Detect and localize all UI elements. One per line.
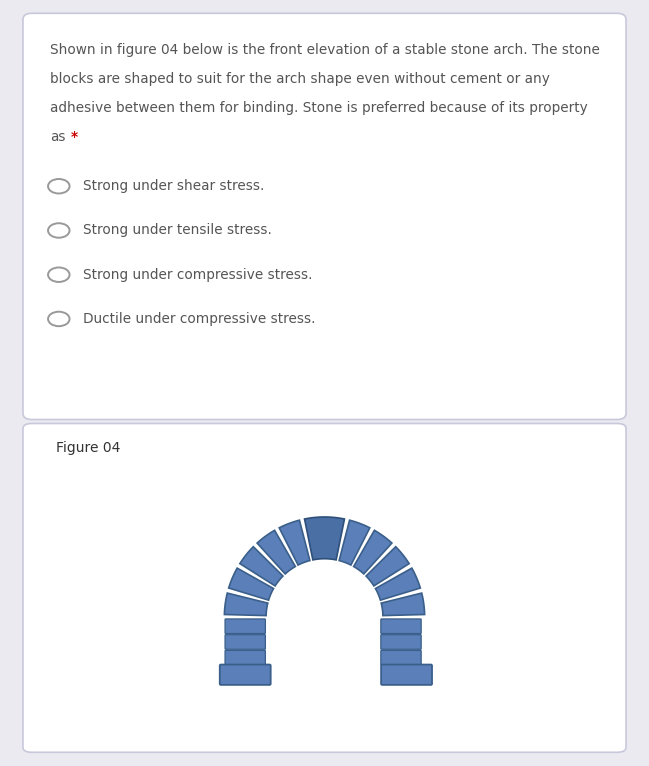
Text: blocks are shaped to suit for the arch shape even without cement or any: blocks are shaped to suit for the arch s… xyxy=(50,73,550,87)
Text: *: * xyxy=(71,130,78,144)
FancyBboxPatch shape xyxy=(381,635,421,650)
Text: Strong under shear stress.: Strong under shear stress. xyxy=(82,179,264,193)
Polygon shape xyxy=(228,568,274,600)
Text: adhesive between them for binding. Stone is preferred because of its property: adhesive between them for binding. Stone… xyxy=(50,101,587,116)
Polygon shape xyxy=(375,568,421,600)
Polygon shape xyxy=(366,547,409,586)
Polygon shape xyxy=(304,517,345,560)
FancyBboxPatch shape xyxy=(23,13,626,420)
Polygon shape xyxy=(339,520,370,565)
Text: Strong under tensile stress.: Strong under tensile stress. xyxy=(82,224,271,237)
Polygon shape xyxy=(240,547,283,586)
Polygon shape xyxy=(257,530,295,574)
Text: as: as xyxy=(50,130,66,144)
Circle shape xyxy=(48,179,69,194)
Text: Figure 04: Figure 04 xyxy=(56,441,120,456)
FancyBboxPatch shape xyxy=(225,635,265,650)
Circle shape xyxy=(48,223,69,237)
FancyBboxPatch shape xyxy=(225,619,265,633)
FancyBboxPatch shape xyxy=(220,665,271,685)
FancyBboxPatch shape xyxy=(381,650,421,665)
Circle shape xyxy=(48,312,69,326)
FancyBboxPatch shape xyxy=(381,665,432,685)
Polygon shape xyxy=(279,520,310,565)
FancyBboxPatch shape xyxy=(225,650,265,665)
Polygon shape xyxy=(225,593,268,616)
Text: Ductile under compressive stress.: Ductile under compressive stress. xyxy=(82,312,315,326)
FancyBboxPatch shape xyxy=(23,424,626,752)
FancyBboxPatch shape xyxy=(381,619,421,633)
Polygon shape xyxy=(381,593,424,616)
Text: Shown in figure 04 below is the front elevation of a stable stone arch. The ston: Shown in figure 04 below is the front el… xyxy=(50,44,600,57)
Circle shape xyxy=(48,267,69,282)
Text: Strong under compressive stress.: Strong under compressive stress. xyxy=(82,267,312,282)
Polygon shape xyxy=(354,530,392,574)
